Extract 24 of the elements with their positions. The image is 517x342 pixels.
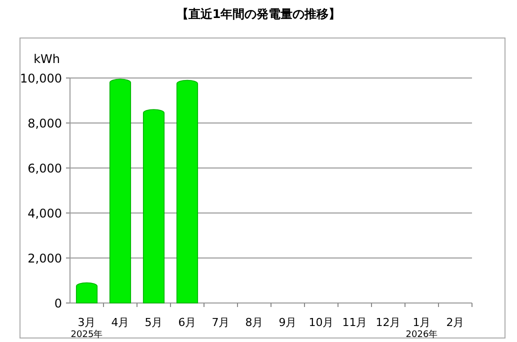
x-tick-label: 1月 2026年 [406, 316, 438, 340]
bar [142, 109, 165, 304]
y-tick-label: 10,000 [20, 72, 62, 86]
y-tick-label: 4,000 [28, 206, 62, 220]
y-tick-label: 0 [54, 296, 62, 310]
bar [176, 80, 198, 304]
y-tick-label: 6,000 [28, 162, 62, 176]
x-tick-label: 11月 [342, 316, 368, 329]
x-tick-label: 7月 [212, 316, 230, 329]
x-tick-label: 8月 [245, 316, 264, 329]
y-tick-label: 8,000 [28, 116, 62, 130]
bar [76, 282, 98, 304]
x-tick-label: 12月 [376, 316, 401, 329]
x-tick-label: 4月 [111, 316, 130, 329]
x-tick-label: 9月 [278, 316, 297, 329]
x-tick-label: 6月 [178, 316, 196, 329]
chart-title: 【直近1年間の発電量の推移】 [176, 7, 341, 21]
y-tick-label: 2,000 [28, 252, 62, 266]
x-tick-label: 10月 [308, 316, 334, 329]
y-axis-title: kWh [34, 52, 60, 66]
bar [109, 78, 132, 304]
x-tick-label: 3月 2025年 [70, 316, 103, 340]
x-tick-label: 5月 [144, 316, 163, 329]
x-tick-label: 2月 [446, 316, 464, 329]
